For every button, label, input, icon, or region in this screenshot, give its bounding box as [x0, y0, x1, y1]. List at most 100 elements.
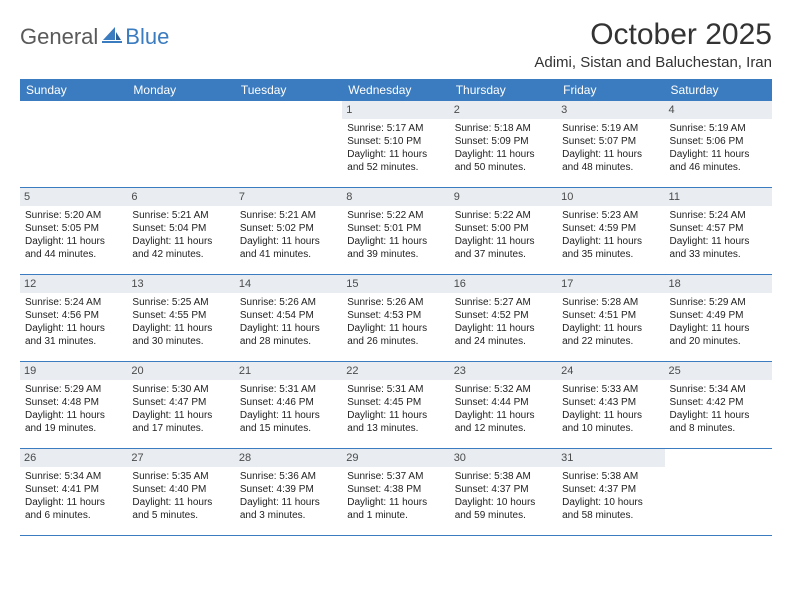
daylight-line: Daylight: 11 hours and 12 minutes.: [455, 409, 552, 435]
daylight-line: Daylight: 11 hours and 13 minutes.: [347, 409, 444, 435]
sunrise-line: Sunrise: 5:26 AM: [240, 296, 337, 309]
daylight-line: Daylight: 11 hours and 52 minutes.: [347, 148, 444, 174]
sunrise-line: Sunrise: 5:34 AM: [670, 383, 767, 396]
day-number: 20: [127, 362, 234, 380]
sunrise-line: Sunrise: 5:24 AM: [25, 296, 122, 309]
day-cell: 7Sunrise: 5:21 AMSunset: 5:02 PMDaylight…: [235, 188, 342, 274]
day-number: 29: [342, 449, 449, 467]
sunrise-line: Sunrise: 5:38 AM: [562, 470, 659, 483]
sunrise-line: Sunrise: 5:20 AM: [25, 209, 122, 222]
sunrise-line: Sunrise: 5:28 AM: [562, 296, 659, 309]
sunset-line: Sunset: 4:48 PM: [25, 396, 122, 409]
day-cell: 29 Sunrise: 5:37 AMSunset: 4:38 PMDayligh…: [342, 449, 449, 535]
day-cell: 3Sunrise: 5:19 AMSunset: 5:07 PMDaylight…: [557, 101, 664, 187]
daylight-line: Daylight: 11 hours and 35 minutes.: [562, 235, 659, 261]
sunrise-line: Sunrise: 5:18 AM: [455, 122, 552, 135]
day-number: 8: [342, 188, 449, 206]
day-cell: 11Sunrise: 5:24 AMSunset: 4:57 PMDayligh…: [665, 188, 772, 274]
day-cell: 27Sunrise: 5:35 AMSunset: 4:40 PMDayligh…: [127, 449, 234, 535]
dow-cell: Monday: [127, 79, 234, 101]
daylight-line: Daylight: 11 hours and 28 minutes.: [240, 322, 337, 348]
sunset-line: Sunset: 4:43 PM: [562, 396, 659, 409]
sunrise-line: Sunrise: 5:23 AM: [562, 209, 659, 222]
daylight-line: Daylight: 11 hours and 19 minutes.: [25, 409, 122, 435]
sunset-line: Sunset: 4:47 PM: [132, 396, 229, 409]
daylight-line: Daylight: 11 hours and 39 minutes.: [347, 235, 444, 261]
sunrise-line: Sunrise: 5:29 AM: [670, 296, 767, 309]
week-row: 19Sunrise: 5:29 AMSunset: 4:48 PMDayligh…: [20, 362, 772, 449]
title-block: October 2025 Adimi, Sistan and Baluchest…: [534, 18, 772, 71]
day-number: 12: [20, 275, 127, 293]
day-number: 16: [450, 275, 557, 293]
day-number: 2: [450, 101, 557, 119]
sunset-line: Sunset: 5:01 PM: [347, 222, 444, 235]
day-cell: 13Sunrise: 5:25 AMSunset: 4:55 PMDayligh…: [127, 275, 234, 361]
day-number: 23: [450, 362, 557, 380]
sunrise-line: Sunrise: 5:37 AM: [347, 470, 444, 483]
dow-cell: Thursday: [450, 79, 557, 101]
week-row: 5 Sunrise: 5:20 AMSunset: 5:05 PM Daylight…: [20, 188, 772, 275]
daylight-line: Daylight: 11 hours and 33 minutes.: [670, 235, 767, 261]
sunrise-line: Sunrise: 5:19 AM: [562, 122, 659, 135]
daylight-line: Daylight: 11 hours and 8 minutes.: [670, 409, 767, 435]
weeks-container: ...1Sunrise: 5:17 AMSunset: 5:10 PMDayli…: [20, 101, 772, 536]
sunset-line: Sunset: 4:54 PM: [240, 309, 337, 322]
calendar-page: General Blue October 2025 Adimi, Sistan …: [0, 0, 792, 554]
daylight-line: Daylight: 11 hours and 15 minutes.: [240, 409, 337, 435]
sunset-line: Sunset: 5:05 PM: [25, 222, 122, 235]
sunrise-line: Sunrise: 5:35 AM: [132, 470, 229, 483]
sunrise-line: Sunrise: 5:25 AM: [132, 296, 229, 309]
dow-cell: Tuesday: [235, 79, 342, 101]
sunset-line: Sunset: 4:46 PM: [240, 396, 337, 409]
day-cell: 22Sunrise: 5:31 AMSunset: 4:45 PMDayligh…: [342, 362, 449, 448]
day-number: 17: [557, 275, 664, 293]
day-cell: 24Sunrise: 5:33 AMSunset: 4:43 PMDayligh…: [557, 362, 664, 448]
dow-cell: Saturday: [665, 79, 772, 101]
sunset-line: Sunset: 5:06 PM: [670, 135, 767, 148]
day-cell: 9Sunrise: 5:22 AMSunset: 5:00 PMDaylight…: [450, 188, 557, 274]
sunrise-line: Sunrise: 5:30 AM: [132, 383, 229, 396]
sunset-line: Sunset: 5:10 PM: [347, 135, 444, 148]
week-row: 26Sunrise: 5:34 AMSunset: 4:41 PMDayligh…: [20, 449, 772, 536]
day-number: 6: [127, 188, 234, 206]
daylight-line: Daylight: 11 hours and 6 minutes.: [25, 496, 122, 522]
sunset-line: Sunset: 4:40 PM: [132, 483, 229, 496]
day-number: 7: [235, 188, 342, 206]
day-number: 5: [20, 188, 127, 206]
sunset-line: Sunset: 4:51 PM: [562, 309, 659, 322]
sunset-line: Sunset: 4:53 PM: [347, 309, 444, 322]
sunrise-line: Sunrise: 5:21 AM: [132, 209, 229, 222]
sunset-line: Sunset: 4:45 PM: [347, 396, 444, 409]
sunrise-line: Sunrise: 5:21 AM: [240, 209, 337, 222]
day-number: 1: [342, 101, 449, 119]
day-number: 13: [127, 275, 234, 293]
day-cell: 25Sunrise: 5:34 AMSunset: 4:42 PMDayligh…: [665, 362, 772, 448]
sunset-line: Sunset: 4:44 PM: [455, 396, 552, 409]
day-cell: 15Sunrise: 5:26 AMSunset: 4:53 PMDayligh…: [342, 275, 449, 361]
sunset-line: Sunset: 4:38 PM: [347, 483, 444, 496]
sunrise-line: Sunrise: 5:17 AM: [347, 122, 444, 135]
sunset-line: Sunset: 4:57 PM: [670, 222, 767, 235]
sunset-line: Sunset: 5:04 PM: [132, 222, 229, 235]
day-cell: 20Sunrise: 5:30 AMSunset: 4:47 PMDayligh…: [127, 362, 234, 448]
sunrise-line: Sunrise: 5:31 AM: [240, 383, 337, 396]
daylight-line: Daylight: 11 hours and 41 minutes.: [240, 235, 337, 261]
sunset-line: Sunset: 4:49 PM: [670, 309, 767, 322]
daylight-line: Daylight: 11 hours and 42 minutes.: [132, 235, 229, 261]
day-cell: 18Sunrise: 5:29 AMSunset: 4:49 PMDayligh…: [665, 275, 772, 361]
day-cell: 16Sunrise: 5:27 AMSunset: 4:52 PMDayligh…: [450, 275, 557, 361]
day-number: 31: [557, 449, 664, 467]
day-cell: 17Sunrise: 5:28 AMSunset: 4:51 PMDayligh…: [557, 275, 664, 361]
sunrise-line: Sunrise: 5:31 AM: [347, 383, 444, 396]
day-cell: .: [20, 101, 127, 187]
day-number: 26: [20, 449, 127, 467]
day-cell: 10Sunrise: 5:23 AMSunset: 4:59 PMDayligh…: [557, 188, 664, 274]
daylight-line: Daylight: 11 hours and 1 minute.: [347, 496, 444, 522]
day-cell: 28Sunrise: 5:36 AMSunset: 4:39 PMDayligh…: [235, 449, 342, 535]
logo-text-blue: Blue: [125, 24, 169, 50]
day-number: 24: [557, 362, 664, 380]
sunrise-line: Sunrise: 5:26 AM: [347, 296, 444, 309]
header: General Blue October 2025 Adimi, Sistan …: [20, 18, 772, 71]
day-number: 11: [665, 188, 772, 206]
daylight-line: Daylight: 11 hours and 50 minutes.: [455, 148, 552, 174]
